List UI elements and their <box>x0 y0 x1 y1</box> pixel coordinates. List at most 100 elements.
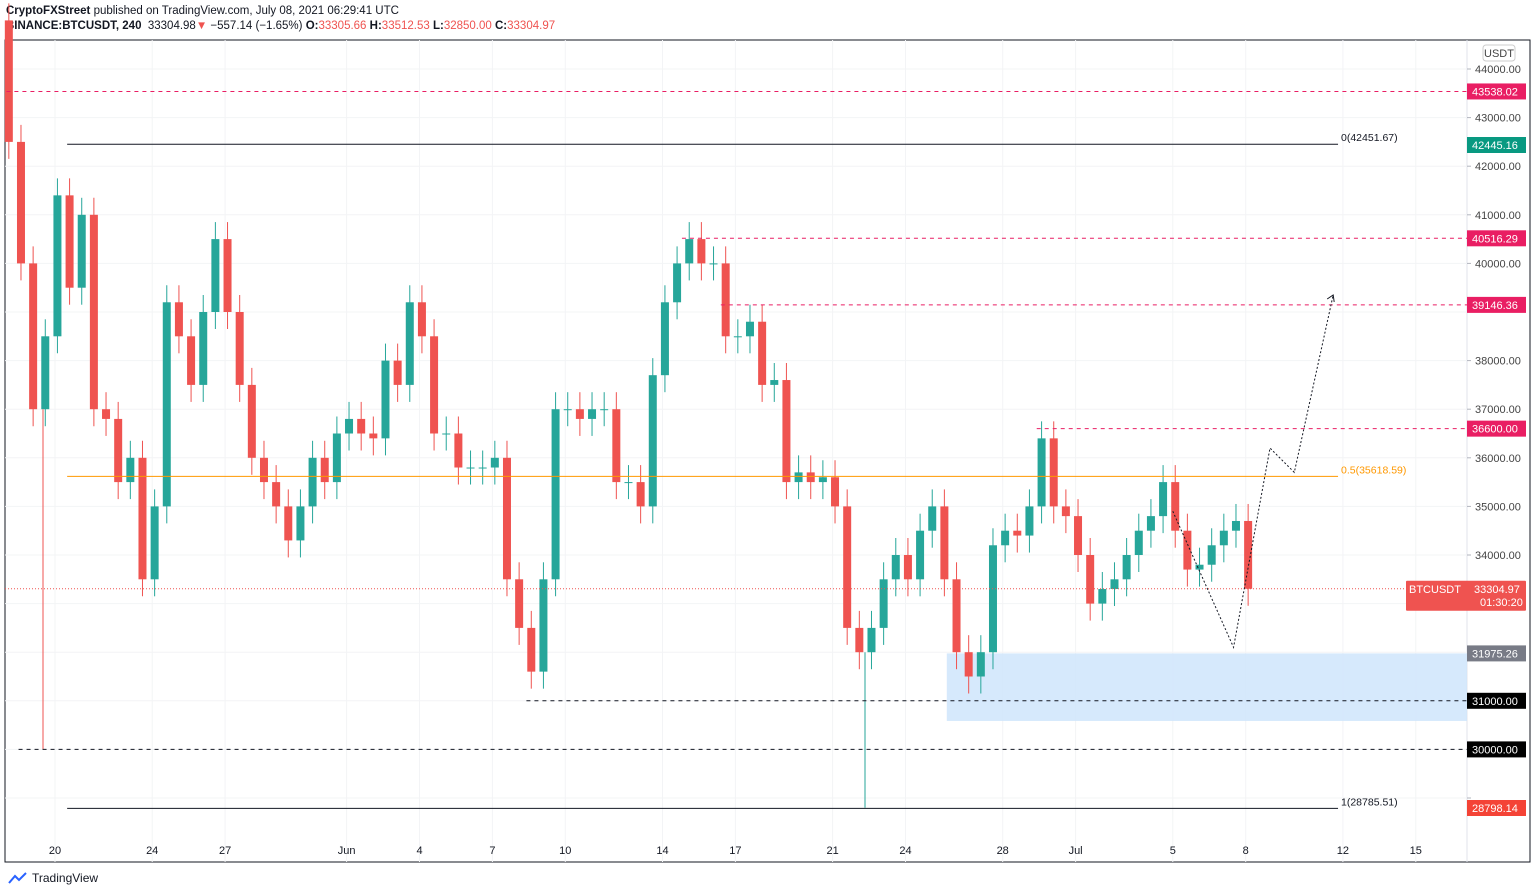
candle-body <box>114 418 123 483</box>
candle-body <box>1098 589 1107 604</box>
candle-body <box>891 555 900 580</box>
x-tick-label: 27 <box>219 845 231 857</box>
candle-body <box>952 579 961 653</box>
candle-body <box>77 214 86 288</box>
candle-body <box>1049 438 1058 507</box>
level-price-tag <box>1467 296 1526 313</box>
x-tick-label: 24 <box>899 845 911 857</box>
level-price-tag <box>1467 741 1526 758</box>
candle-body <box>345 418 354 434</box>
level-price-label: 40516.29 <box>1472 233 1518 245</box>
currency-label: USDT <box>1484 48 1514 60</box>
candle-body <box>1074 516 1083 555</box>
candle-body <box>308 457 317 507</box>
candle-body <box>1183 530 1192 570</box>
candle-body <box>648 375 657 507</box>
y-tick-label: 34000.00 <box>1475 550 1521 562</box>
candle-body <box>685 239 694 264</box>
x-tick-label: 12 <box>1337 845 1349 857</box>
candle-body <box>1146 516 1155 531</box>
candle-body <box>673 263 682 303</box>
candle-body <box>89 214 98 410</box>
symbol-title: BINANCE:BTCUSDT, 240 <box>6 20 142 32</box>
candle-body <box>247 384 256 458</box>
candle-body <box>600 409 609 411</box>
candle-body <box>187 336 196 385</box>
candle-body <box>879 579 888 628</box>
candle-body <box>284 506 293 541</box>
candle-body <box>733 336 742 338</box>
candle-body <box>806 472 815 483</box>
candle-body <box>624 482 633 484</box>
y-tick-label: 36000.00 <box>1475 453 1521 465</box>
published-text: published on TradingView.com, July 08, 2… <box>93 5 399 17</box>
close-value: 33304.97 <box>507 20 556 32</box>
candle-body <box>199 312 208 385</box>
candle-body <box>1122 555 1131 580</box>
low-label: L: <box>432 20 444 32</box>
candle-body <box>296 506 305 541</box>
candle-body <box>405 302 414 385</box>
candle-body <box>211 239 220 312</box>
candle-body <box>1110 579 1119 590</box>
candle-body <box>588 409 597 419</box>
y-tick-label: 35000.00 <box>1475 501 1521 513</box>
close-label: C: <box>495 20 508 32</box>
y-tick-label: 43000.00 <box>1475 113 1521 125</box>
tradingview-logo-icon <box>8 872 27 884</box>
candle-body <box>903 555 912 580</box>
fib-price-label: 28798.14 <box>1472 803 1518 815</box>
level-price-tag <box>1467 83 1526 100</box>
candle-body <box>782 380 791 483</box>
bar-countdown: 01:30:20 <box>1480 597 1523 609</box>
candle-body <box>745 321 754 337</box>
x-tick-label: 15 <box>1410 845 1422 857</box>
x-tick-label: Jun <box>338 845 356 857</box>
x-tick-label: 10 <box>559 845 571 857</box>
candle-body <box>1171 482 1180 531</box>
candle-body <box>867 627 876 653</box>
candle-body <box>259 457 268 483</box>
current-price-tag <box>1406 580 1526 611</box>
tradingview-logo[interactable]: TradingView <box>8 871 98 885</box>
candle-body <box>16 141 25 264</box>
publisher[interactable]: CryptoFXStreet <box>6 5 91 17</box>
candle-body <box>697 239 706 264</box>
x-tick-label: 5 <box>1170 845 1176 857</box>
candle-body <box>393 360 402 385</box>
current-symbol-label: BTCUSDT <box>1409 584 1461 596</box>
candle-body <box>1244 520 1253 589</box>
fib-price-tag <box>1467 137 1526 153</box>
x-tick-label: 17 <box>729 845 741 857</box>
high-label: H: <box>369 20 382 32</box>
support-zone <box>946 653 1467 721</box>
y-tick-label: 40000.00 <box>1475 258 1521 270</box>
level-price-tag <box>1467 692 1526 709</box>
x-tick-label: 4 <box>416 845 422 857</box>
candle-body <box>502 457 511 580</box>
candle-body <box>272 482 281 507</box>
level-price-label: 31000.00 <box>1472 696 1518 708</box>
level-price-tag <box>1467 230 1526 247</box>
candle-body <box>381 360 390 439</box>
level-price-label: 43538.02 <box>1472 86 1518 98</box>
high-value: 33512.53 <box>381 20 430 32</box>
candle-body <box>1159 482 1168 517</box>
y-tick-label: 42000.00 <box>1475 161 1521 173</box>
candle-body <box>1001 530 1010 546</box>
candle-body <box>539 579 548 672</box>
candle-body <box>430 336 439 434</box>
candle-body <box>1195 564 1204 570</box>
x-tick-label: 8 <box>1243 845 1249 857</box>
low-value: 32850.00 <box>443 20 492 32</box>
candle-body <box>976 652 985 677</box>
y-tick-label: 37000.00 <box>1475 404 1521 416</box>
candle-body <box>770 380 779 385</box>
candle-body <box>417 302 426 337</box>
candle-body <box>478 467 487 469</box>
candle-body <box>988 545 997 653</box>
candle-body <box>612 409 621 483</box>
candle-body <box>758 321 767 385</box>
candle-body <box>29 263 38 410</box>
